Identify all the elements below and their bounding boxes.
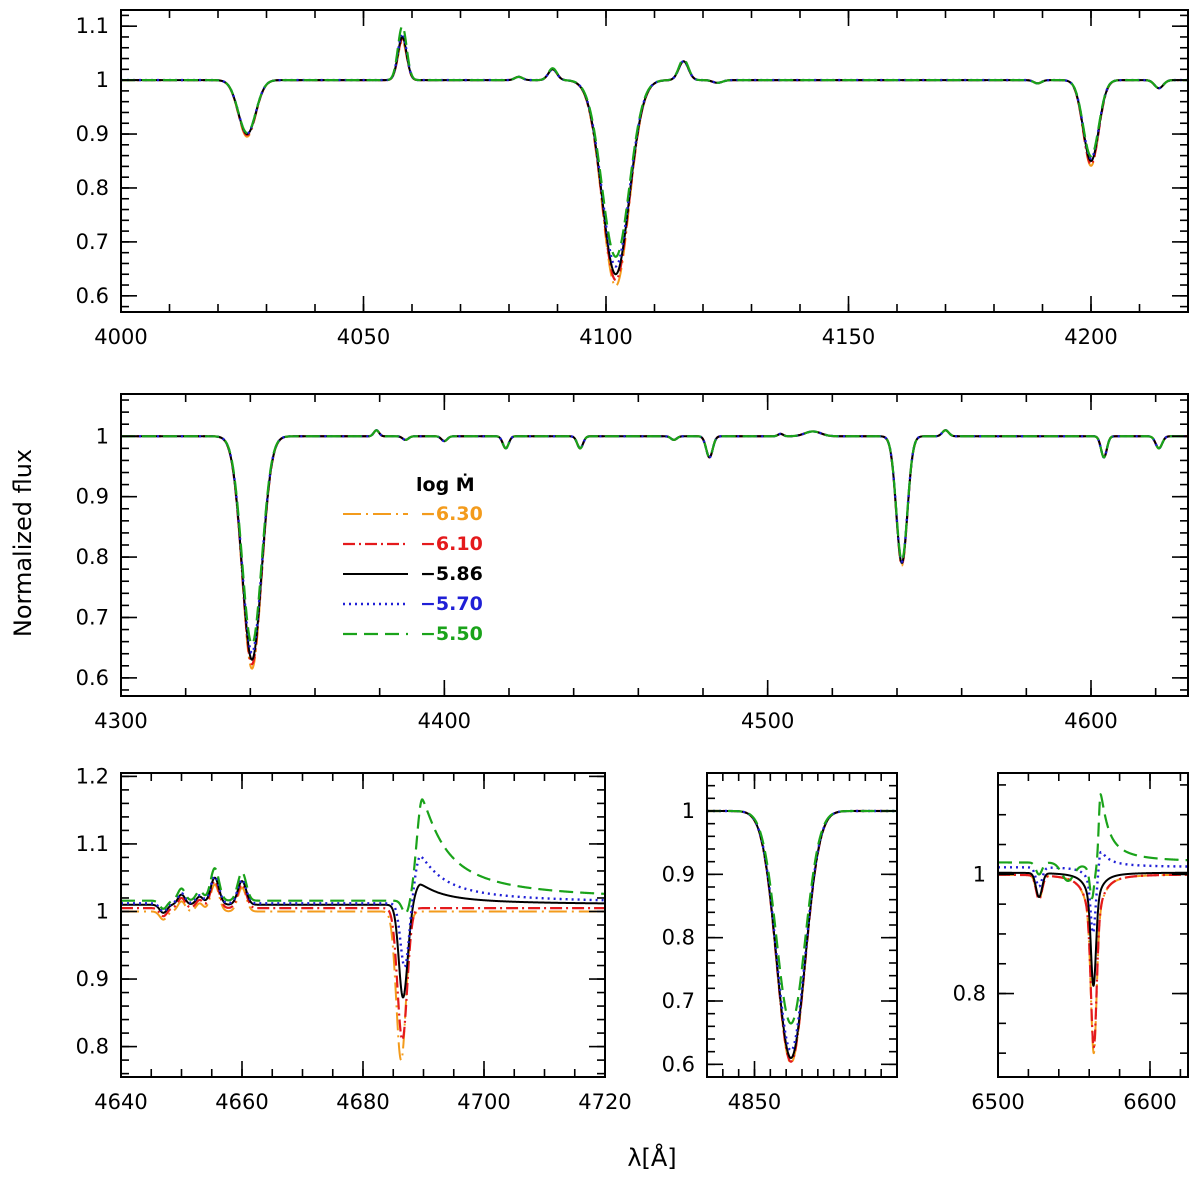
- x-tick-label: 4300: [94, 709, 147, 733]
- series-line-2: [707, 810, 897, 1059]
- y-tick-label: 1: [96, 899, 109, 923]
- y-tick-label: 0.8: [662, 926, 695, 950]
- series-line-4: [707, 809, 897, 1025]
- x-tick-label: 6500: [971, 1090, 1024, 1114]
- series-line-1: [121, 38, 1188, 282]
- series-line-1: [121, 879, 605, 1041]
- y-tick-label: 1: [682, 799, 695, 823]
- y-tick-label: 0.8: [953, 982, 986, 1006]
- panel-top: 4000 4050 4100 4150 4200 0.6 0.7 0.8 0.9 1 1.1: [76, 9, 1189, 349]
- x-tick-label: 4150: [822, 325, 875, 349]
- series-line-3: [121, 32, 1188, 268]
- y-tick-label: 0.9: [76, 122, 109, 146]
- y-tick-label: 1.2: [76, 764, 109, 788]
- legend-label: −5.86: [420, 563, 483, 585]
- series-line-4: [121, 429, 1188, 646]
- series-line-4: [998, 793, 1188, 900]
- series-line-0: [121, 40, 1188, 287]
- y-tick-label: 0.7: [76, 605, 109, 629]
- series-line-1: [121, 429, 1188, 666]
- series-line-0: [121, 429, 1188, 670]
- series-line-3: [121, 854, 605, 969]
- series-line-0: [121, 883, 605, 1062]
- legend: log Ṁ −6.30 −6.10 −5.86 −5.70 −5.50: [343, 472, 483, 645]
- series-line-2: [121, 35, 1188, 276]
- series-group: [121, 429, 1188, 670]
- y-tick-label: 0.8: [76, 1035, 109, 1059]
- series-line-2: [121, 876, 605, 999]
- x-tick-label: 4000: [94, 325, 147, 349]
- x-tick-label: 6600: [1123, 1090, 1176, 1114]
- ticks: [997, 773, 1188, 1077]
- plot-frame: [706, 772, 898, 1078]
- y-tick-label: 1: [96, 68, 109, 92]
- series-group: [121, 798, 605, 1062]
- series-line-3: [998, 850, 1188, 934]
- x-tick-label: 4660: [215, 1090, 268, 1114]
- y-tick-label: 0.9: [662, 862, 695, 886]
- y-tick-label: 1.1: [76, 14, 109, 38]
- series-line-2: [121, 429, 1188, 661]
- series-group: [707, 809, 897, 1064]
- series-line-4: [121, 798, 605, 915]
- x-tick-label: 4100: [579, 325, 632, 349]
- x-tick-label: 4400: [418, 709, 471, 733]
- ticks: [706, 772, 898, 1078]
- panel-middle: 4300 4400 4500 4600 0.6 0.7 0.8 0.9 1: [76, 393, 1189, 733]
- plot-frame: [120, 772, 606, 1078]
- panel-bottom-middle: 4850 0.6 0.7 0.8 0.9 1: [662, 772, 898, 1114]
- x-tick-label: 4050: [337, 325, 390, 349]
- y-tick-label: 0.6: [76, 666, 109, 690]
- series-line-3: [121, 429, 1188, 655]
- y-tick-label: 1: [973, 862, 986, 886]
- x-tick-label: 4640: [94, 1090, 147, 1114]
- y-axis-title: Normalized flux: [9, 449, 37, 637]
- x-tick-label: 4600: [1064, 709, 1117, 733]
- series-line-1: [707, 809, 897, 1063]
- panel-bottom-right: 6500 6600 0.8 1: [953, 772, 1189, 1114]
- y-tick-label: 1.1: [76, 832, 109, 856]
- ticks: [120, 773, 606, 1077]
- series-group: [121, 25, 1188, 287]
- series-group: [998, 793, 1188, 1055]
- ticks: [120, 10, 1189, 312]
- legend-entries: −6.30 −6.10 −5.86 −5.70 −5.50: [343, 503, 483, 645]
- series-line-0: [707, 810, 897, 1064]
- x-tick-label: 4850: [728, 1090, 781, 1114]
- y-tick-label: 0.9: [76, 967, 109, 991]
- x-tick-label: 4500: [741, 709, 794, 733]
- x-tick-label: 4720: [578, 1090, 631, 1114]
- y-tick-label: 0.7: [662, 989, 695, 1013]
- y-tick-label: 1: [96, 424, 109, 448]
- y-tick-label: 0.9: [76, 485, 109, 509]
- x-tick-label: 4680: [336, 1090, 389, 1114]
- series-line-3: [707, 809, 897, 1052]
- legend-label: −5.70: [420, 593, 483, 615]
- legend-label: −6.10: [420, 533, 483, 555]
- y-tick-label: 0.6: [662, 1052, 695, 1076]
- y-tick-label: 0.6: [76, 284, 109, 308]
- y-tick-label: 0.7: [76, 230, 109, 254]
- series-line-2: [998, 871, 1188, 987]
- ticks: [120, 394, 1188, 696]
- y-tick-label: 0.8: [76, 545, 109, 569]
- series-line-1: [998, 873, 1188, 1049]
- x-tick-label: 4700: [457, 1090, 510, 1114]
- chart-panels: 4000 4050 4100 4150 4200 0.6 0.7 0.8 0.9 1 1.1 4300…: [76, 9, 1189, 1114]
- y-tick-label: 0.8: [76, 176, 109, 200]
- panel-bottom-left: 4640 4660 4680 4700 4720 0.8 0.9 1 1.1 1.2: [76, 764, 632, 1114]
- plot-frame: [120, 9, 1189, 313]
- series-line-4: [121, 25, 1188, 258]
- legend-label: −5.50: [420, 623, 483, 645]
- x-tick-label: 4200: [1064, 325, 1117, 349]
- plot-frame: [997, 772, 1189, 1078]
- legend-title: log Ṁ: [416, 472, 475, 496]
- x-axis-title: λ[Å]: [627, 1143, 676, 1172]
- legend-label: −6.30: [420, 503, 483, 525]
